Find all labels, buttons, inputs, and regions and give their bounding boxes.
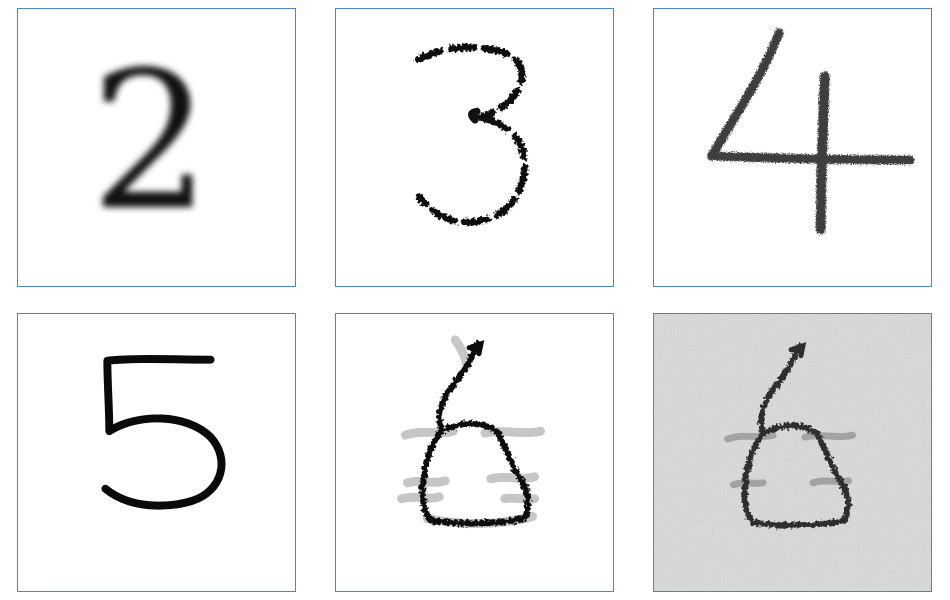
digit-5-drawing [101,355,226,510]
digit-4-drawing [707,28,915,235]
digit-panel-6-smudged [335,313,614,592]
digit-2-glyph: 2 [90,30,211,252]
digit-panel-5-clean [17,313,296,592]
digit-panel-2-blurred: 2 [17,8,296,287]
digit-panel-6-noisy [653,313,932,592]
digit-panel-4-chalky [653,8,932,287]
digit-6-noisy-drawing [654,314,931,591]
digit-6-drawing [397,335,545,528]
digit-3-drawing [414,44,529,226]
digit-panel-3-dashed [335,8,614,287]
